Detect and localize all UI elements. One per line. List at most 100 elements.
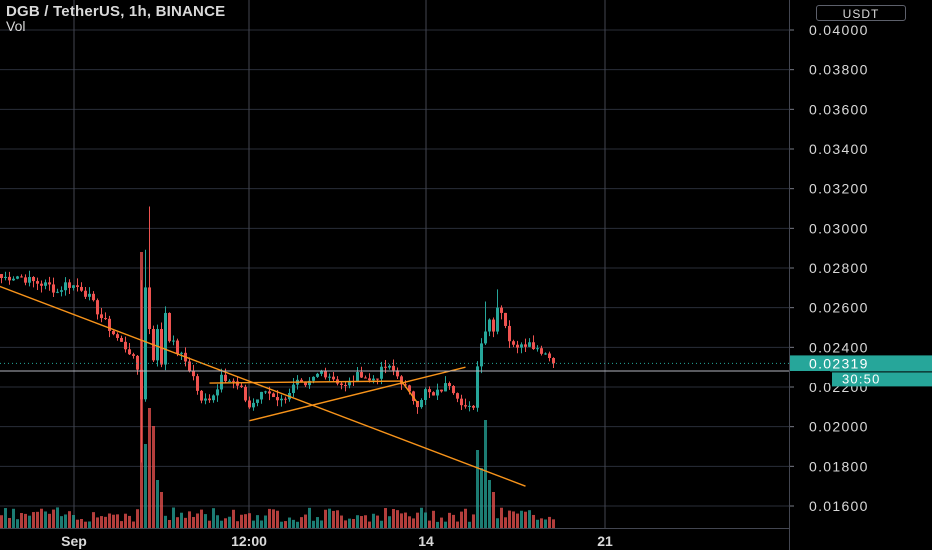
volume-bar [4, 508, 7, 528]
volume-bar [304, 514, 307, 528]
candle-body [76, 285, 79, 287]
price-axis[interactable]: 0.04000 0.03800 0.03600 0.03400 0.03200 0.030… [789, 22, 869, 514]
volume-bar [108, 513, 111, 528]
volume-bar [76, 519, 79, 528]
volume-bar [152, 426, 155, 528]
volume-bar [88, 521, 91, 528]
volume-bar [384, 508, 387, 528]
volume-bar [316, 517, 319, 528]
volume-bar [168, 519, 171, 528]
volume-bar [516, 513, 519, 528]
volume-bar [0, 515, 3, 528]
trendline [249, 366, 466, 422]
volume-bar [512, 511, 515, 528]
volume-bar [524, 511, 527, 528]
volume-bar [340, 515, 343, 528]
volume-bar [200, 509, 203, 528]
volume-bar [292, 519, 295, 528]
volume-bar [28, 515, 31, 528]
candle-body [100, 314, 103, 319]
volume-bar [224, 518, 227, 528]
volume-bar [160, 492, 163, 528]
candle-body [264, 391, 267, 393]
candle-body [328, 376, 331, 378]
candle-body [80, 286, 83, 291]
candle-body [20, 276, 23, 278]
candle-body [256, 399, 259, 403]
candle-body [324, 370, 327, 378]
candle-body [308, 380, 311, 386]
volume-bar [260, 520, 263, 528]
trendline [209, 380, 402, 384]
volume-bar [532, 514, 535, 528]
volume-bar [444, 521, 447, 528]
candle-body [12, 278, 15, 281]
symbol-title[interactable]: DGB / TetherUS, 1h, BINANCE [6, 3, 226, 20]
candle-body [228, 380, 231, 382]
candle-body [448, 383, 451, 386]
volume-bar [492, 492, 495, 528]
volume-bar [312, 520, 315, 528]
price-axis-label: 0.04000 [809, 22, 869, 38]
price-axis-label: 0.03000 [809, 220, 869, 236]
volume-bar [364, 515, 367, 528]
trendline [400, 380, 419, 404]
last-price-badge-bg [790, 355, 932, 372]
candle-body [272, 393, 275, 398]
volume-bar [252, 520, 255, 528]
candle-body [208, 398, 211, 401]
volume-bar [244, 514, 247, 528]
candle-body [344, 384, 347, 386]
candle-body [304, 381, 307, 386]
volume-bar [188, 511, 191, 528]
volume-bar [544, 519, 547, 528]
price-axis-label: 0.02800 [809, 260, 869, 276]
volume-indicator-label[interactable]: Vol [6, 18, 26, 34]
volume-bar [116, 514, 119, 528]
candle-body [64, 282, 67, 291]
candle-body [476, 366, 479, 408]
candle-body [360, 372, 363, 378]
price-axis-label: 0.02600 [809, 300, 869, 316]
price-axis-label: 0.03400 [809, 141, 869, 157]
volume-bar [396, 510, 399, 528]
volume-bar [448, 512, 451, 528]
volume-bar [472, 514, 475, 528]
candle-body [72, 285, 75, 288]
currency-button[interactable]: USDT [816, 5, 906, 21]
trendline-drawings[interactable] [0, 232, 526, 487]
volume-bars [0, 252, 555, 528]
volume-bar [348, 518, 351, 528]
volume-bar [496, 518, 499, 528]
volume-bar [356, 515, 359, 528]
price-axis-label: 0.03600 [809, 101, 869, 117]
candle-body [480, 343, 483, 367]
candle-body [40, 283, 43, 286]
candle-body [192, 371, 195, 377]
candle-body [216, 389, 219, 396]
volume-bar [440, 517, 443, 528]
candle-body [496, 307, 499, 332]
candle-body [320, 370, 323, 374]
candle-body [460, 398, 463, 406]
volume-bar [232, 509, 235, 528]
time-axis-label: Sep [61, 533, 87, 549]
volume-bar [176, 517, 179, 528]
price-axis-border [789, 0, 790, 550]
candle-body [444, 383, 447, 392]
volume-bar [124, 513, 127, 528]
volume-bar [44, 511, 47, 528]
candle-body [104, 318, 107, 320]
candle-body [116, 334, 119, 338]
time-axis[interactable]: Sep 12:00 14 21 [61, 533, 613, 549]
candle-body [160, 329, 163, 365]
volume-bar [352, 518, 355, 528]
volume-bar [408, 516, 411, 528]
candle-body [16, 276, 19, 279]
volume-bar [336, 510, 339, 528]
candle-body [396, 370, 399, 377]
volume-bar [48, 513, 51, 528]
time-axis-label: 14 [418, 533, 434, 549]
volume-bar [332, 510, 335, 528]
